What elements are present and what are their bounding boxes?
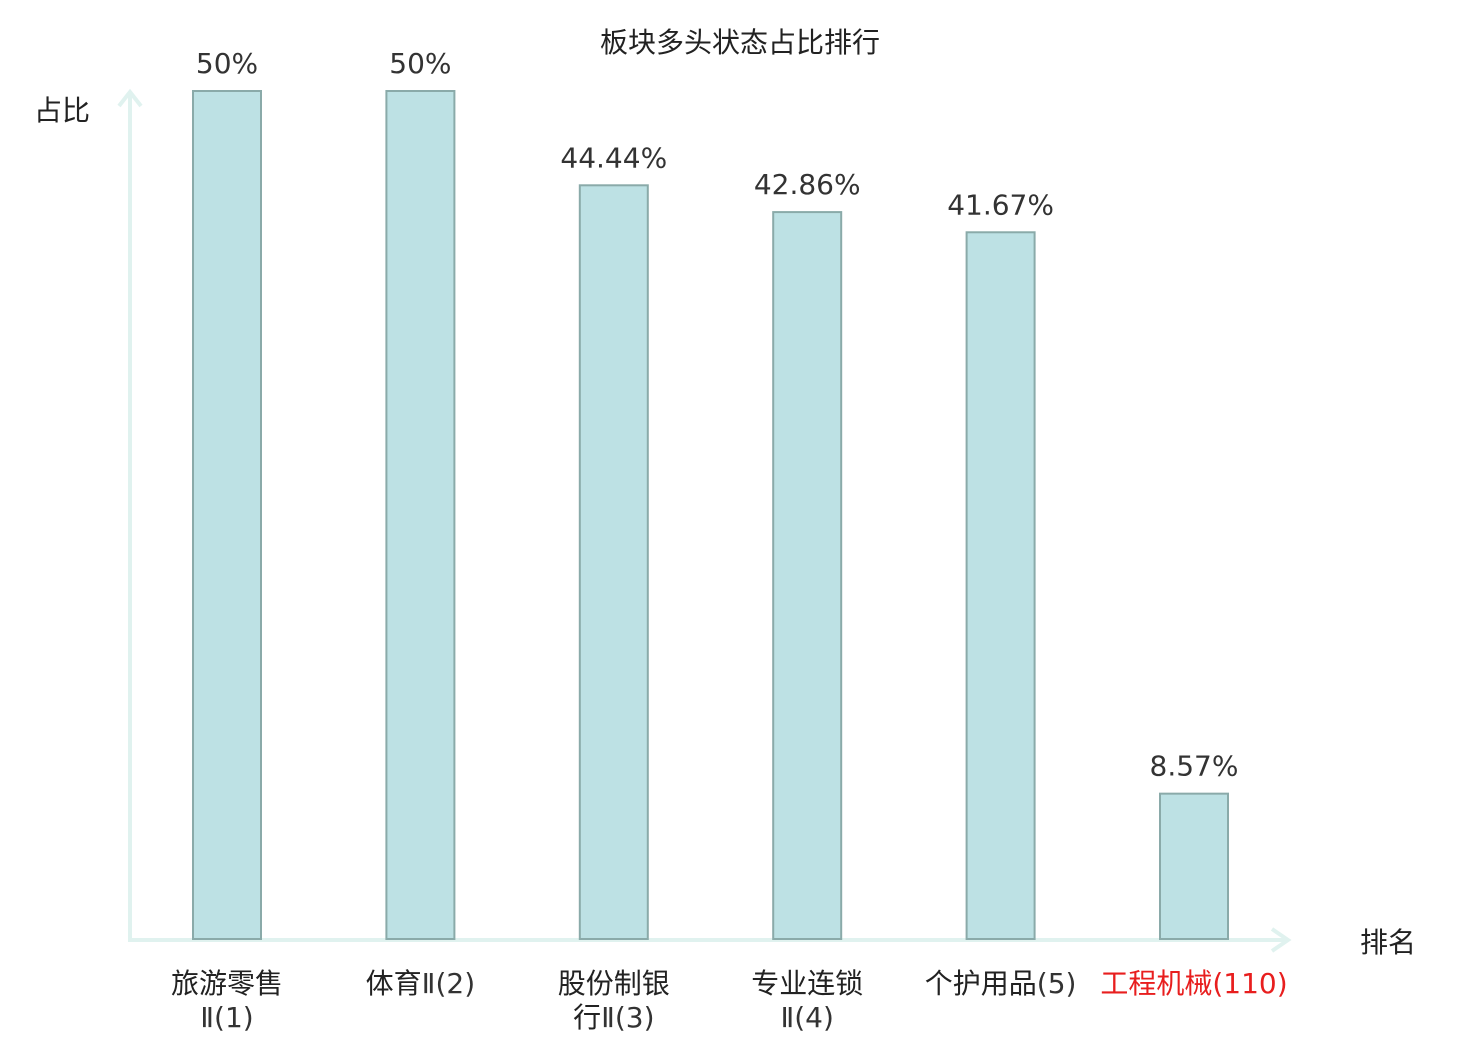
bars [192, 90, 1229, 940]
category-label-4-line-2: Ⅱ(4) [780, 1001, 833, 1034]
x-axis-arrow [1270, 927, 1292, 953]
bar-2 [385, 90, 456, 940]
category-label-3-line-1: 股份制银 [558, 967, 670, 1000]
x-axis-label: 排名 [1360, 926, 1416, 959]
category-label-3-line-2: 行Ⅱ(3) [573, 1001, 654, 1034]
category-label-1-line-2: Ⅱ(1) [200, 1001, 253, 1034]
value-label-2: 50% [389, 47, 451, 80]
bar-6 [1159, 792, 1229, 940]
value-label-4: 42.86% [754, 168, 861, 201]
bar-4 [772, 211, 843, 940]
axes [117, 88, 1292, 953]
category-label-6-line-1: 工程机械(110) [1100, 967, 1287, 1000]
bar-3 [578, 184, 649, 940]
category-label-2-line-1: 体育Ⅱ(2) [366, 967, 475, 1000]
chart-title: 板块多头状态占比排行 [600, 26, 880, 59]
value-label-1: 50% [196, 47, 258, 80]
value-label-6: 8.57% [1150, 750, 1239, 783]
category-label-5-line-1: 个护用品(5) [925, 967, 1077, 1000]
bar-1 [192, 90, 262, 940]
value-labels: 50% 50% 44.44% 42.86% 41.67% 8.57% [196, 47, 1239, 783]
value-label-5: 41.67% [947, 188, 1054, 221]
y-axis-label: 占比 [34, 94, 90, 127]
value-label-3: 44.44% [560, 141, 667, 174]
category-label-1-line-1: 旅游零售 [171, 967, 283, 1000]
bar-5 [965, 231, 1036, 940]
y-axis-arrow [117, 88, 143, 108]
category-label-4-line-1: 专业连锁 [751, 967, 863, 1000]
